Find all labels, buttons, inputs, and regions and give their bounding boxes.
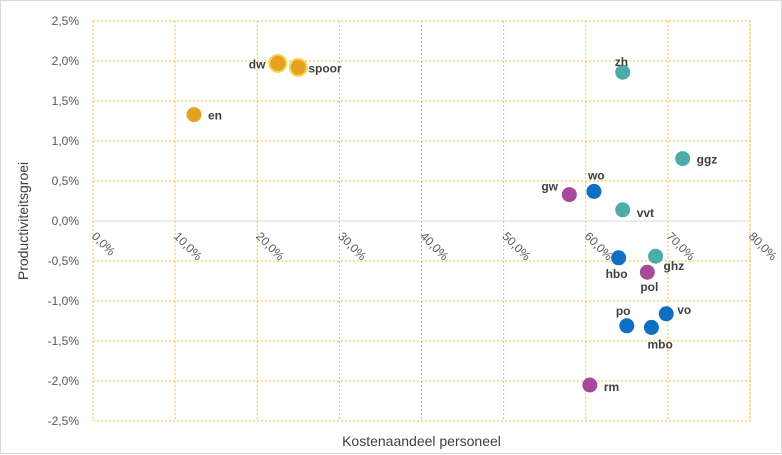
data-point-hbo — [611, 250, 627, 266]
data-label-gw: gw — [541, 180, 558, 194]
y-tick-label: 2,5% — [52, 14, 80, 28]
data-point-en — [186, 107, 202, 123]
x-tick-label: 10,0% — [171, 229, 205, 263]
y-tick-label: 0,0% — [52, 214, 80, 228]
x-tick-label: 50,0% — [500, 229, 534, 263]
y-axis-title: Productiviteitsgroei — [15, 162, 31, 280]
y-tick-label: 1,0% — [52, 134, 80, 148]
x-tick-label: 40,0% — [417, 229, 451, 263]
data-label-ggz: ggz — [697, 153, 718, 167]
data-label-en: en — [208, 109, 222, 123]
y-tick-label: -2,5% — [48, 414, 80, 428]
data-point-zh — [615, 64, 631, 80]
y-tick-label: -1,0% — [48, 294, 80, 308]
data-label-zh: zh — [615, 55, 628, 69]
data-label-pol: pol — [640, 280, 658, 294]
data-point-dw — [268, 53, 288, 73]
data-label-vvt: vvt — [637, 206, 654, 220]
data-label-hbo: hbo — [606, 267, 628, 281]
data-point-ggz — [675, 151, 691, 167]
y-tick-label: 2,0% — [52, 54, 80, 68]
data-point-po — [619, 318, 635, 334]
x-tick-label: 80,0% — [746, 229, 780, 263]
data-point-rm — [582, 377, 598, 393]
x-tick-label: 30,0% — [335, 229, 369, 263]
data-point-wo — [586, 183, 602, 199]
data-point-ghz — [648, 248, 664, 264]
data-label-spoor: spoor — [308, 61, 342, 75]
data-point-pol — [639, 264, 655, 280]
data-label-dw: dw — [249, 57, 266, 71]
data-point-spoor — [288, 57, 308, 77]
data-point-vo — [658, 306, 674, 322]
data-label-mbo: mbo — [647, 337, 672, 351]
data-label-rm: rm — [604, 380, 619, 394]
y-tick-label: 1,5% — [52, 94, 80, 108]
y-tick-label: -0,5% — [48, 254, 80, 268]
y-tick-label: -1,5% — [48, 334, 80, 348]
x-tick-label: 60,0% — [582, 229, 616, 263]
data-point-gw — [561, 187, 577, 203]
data-label-wo: wo — [587, 168, 605, 182]
data-label-po: po — [616, 304, 631, 318]
x-tick-label: 20,0% — [253, 229, 287, 263]
data-point-vvt — [615, 202, 631, 218]
data-label-ghz: ghz — [664, 259, 685, 273]
y-tick-label: -2,0% — [48, 374, 80, 388]
data-label-vo: vo — [677, 303, 691, 317]
data-point-mbo — [643, 319, 659, 335]
y-tick-label: 0,5% — [52, 174, 80, 188]
x-axis-title: Kostenaandeel personeel — [342, 433, 501, 449]
